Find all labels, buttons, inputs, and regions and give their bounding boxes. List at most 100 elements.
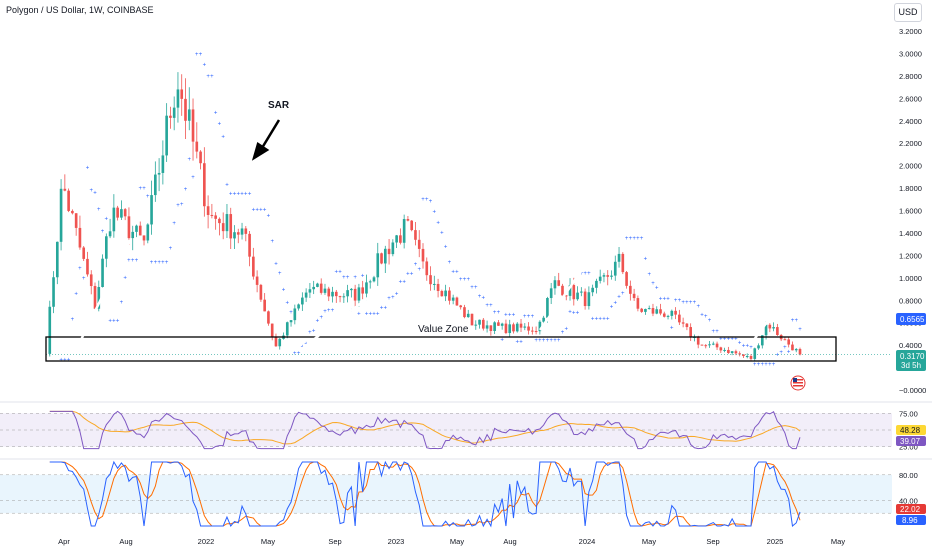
candle-body [380,253,383,264]
sar-dot: + [553,338,557,344]
candle-body [112,207,116,232]
sar-dot: + [549,338,553,344]
candle-body [640,308,643,312]
candle-body [78,227,82,248]
sar-dot: + [421,197,425,203]
sar-dot: + [436,220,440,226]
candle-body [285,322,289,336]
sar-dot: + [685,300,689,306]
candle-body [259,284,263,300]
time-tick-label: May [642,537,656,546]
sar-dot: + [240,191,244,197]
candle-body [195,141,199,152]
sar-dot: + [625,236,629,242]
sar-dot: + [440,230,444,236]
us-flag-icon[interactable] [790,375,806,391]
sar-dot: + [466,277,470,283]
candle-body [142,235,146,241]
candle-body [301,297,304,305]
stoch-d-badge: 8.96 [896,515,926,525]
candle-body [210,214,214,216]
sar-dot: + [644,256,648,262]
sar-dot: + [745,344,749,350]
sar-dot: + [210,74,214,80]
price-tick-label: 2.4000 [899,117,922,126]
candle-body [787,339,791,345]
sar-dot: + [154,260,158,266]
candle-body [376,253,380,278]
sar-dot: + [346,275,350,281]
candle-body [252,256,255,277]
svg-text:48.28: 48.28 [900,426,921,435]
candle-body [527,326,530,331]
sar-dot: + [184,187,188,193]
candle-body [297,304,300,309]
sar-dot: + [203,62,207,68]
candle-body [316,283,319,287]
sar-dot: + [353,275,357,281]
sar-dot: + [414,262,418,268]
price-tick-label: 1.6000 [899,207,922,216]
candle-body [417,239,421,249]
candle-body [587,292,591,307]
time-tick-label: 2025 [767,537,784,546]
candle-body [293,308,297,321]
svg-text:3d 5h: 3d 5h [901,361,921,370]
sar-dot: + [794,318,798,324]
candle-body [206,206,210,215]
sar-dot: + [417,267,421,273]
price-tick-label: 3.2000 [899,27,922,36]
candle-body [368,281,372,283]
price-tick-label: −0.0000 [899,386,926,395]
sar-dot: + [565,326,569,332]
price-tick-label: 1.0000 [899,274,922,283]
candle-body [519,323,523,328]
sar-dot: + [293,351,297,357]
candle-body [353,288,357,301]
candle-body [225,214,229,232]
sar-dot: + [289,310,293,316]
candle-body [48,306,52,354]
sar-dot: + [169,246,173,252]
candle-body [674,310,677,315]
sar-dot: + [595,316,599,322]
sar-dot: + [372,312,376,318]
time-axis: Apr Aug 2022 May Sep 2023 May Aug 2024 May Sep 2025… [58,537,845,546]
sar-dot: + [368,312,372,318]
candle-body [546,298,549,318]
candle-body [776,327,779,336]
sar-dot: + [316,318,320,324]
sar-dot: + [693,300,697,306]
sar-dot: + [678,298,682,304]
candle-body [270,323,274,338]
candle-body [659,309,662,314]
sar-dot: + [534,338,538,344]
price-tick-label: 3.0000 [899,49,922,58]
candle-body [557,280,561,286]
candle-body [319,283,323,293]
sar-dot: + [429,199,433,205]
sar-dot: + [561,330,565,336]
candle-body [425,261,429,276]
sar-dot: + [267,214,271,220]
sar-dot: + [206,74,210,80]
currency-button[interactable]: USD [894,3,922,22]
sar-dot: + [761,362,765,368]
sar-dot: + [399,280,403,286]
sar-dot: + [387,296,391,302]
time-tick-label: 2024 [579,537,596,546]
sar-dot: + [523,314,527,320]
sar-dot: + [278,271,282,277]
candle-body [474,324,478,326]
sar-dot: + [86,165,90,171]
sar-dot: + [606,316,610,322]
sar-dot: + [259,208,263,214]
candle-body [613,261,617,276]
sar-annotation-label: SAR [268,100,290,111]
candle-body [591,287,594,293]
time-tick-label: May [261,537,275,546]
sar-dot: + [531,314,535,320]
candle-body [466,313,470,318]
sar-dot: + [331,308,335,314]
